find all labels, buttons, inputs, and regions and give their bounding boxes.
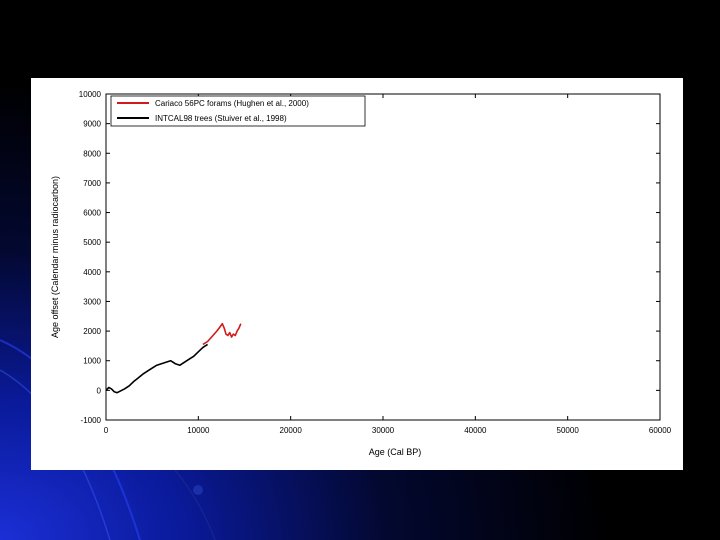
y-tick-label: 8000 bbox=[83, 149, 101, 158]
decor-swoosh-3 bbox=[174, 469, 216, 540]
y-tick-label: 9000 bbox=[83, 120, 101, 129]
chart-panel: 0 10000 20000 30000 40000 50000 60000 -1000 0 10… bbox=[31, 78, 683, 470]
y-tick-label: 3000 bbox=[83, 297, 101, 306]
y-tick-label: 1000 bbox=[83, 357, 101, 366]
legend-box bbox=[110, 95, 366, 127]
series-line-cariaco bbox=[202, 322, 242, 346]
plot-area bbox=[105, 93, 661, 421]
x-tick-label: 10000 bbox=[187, 426, 210, 435]
legend-label-cariaco: Cariaco 56PC forams (Hughen et al., 2000… bbox=[155, 99, 309, 108]
series-group bbox=[105, 322, 242, 394]
y-axis-tick-labels: -1000 0 1000 2000 3000 4000 5000 6000 7000 8000 90… bbox=[79, 90, 102, 425]
x-tick-label: 0 bbox=[104, 426, 109, 435]
x-tick-label: 60000 bbox=[649, 426, 672, 435]
x-tick-label: 20000 bbox=[280, 426, 303, 435]
x-tick-label: 50000 bbox=[557, 426, 580, 435]
y-tick-label: 2000 bbox=[83, 327, 101, 336]
y-tick-label: -1000 bbox=[81, 416, 102, 425]
y-tick-label: 10000 bbox=[79, 90, 102, 99]
x-axis-title: Age (Cal BP) bbox=[369, 447, 422, 457]
chart: 0 10000 20000 30000 40000 50000 60000 -1000010… bbox=[50, 90, 672, 457]
x-tick-label: 30000 bbox=[372, 426, 395, 435]
x-axis-tick-labels: 0 10000 20000 30000 40000 50000 60000 bbox=[104, 426, 672, 435]
y-tick-label: 5000 bbox=[83, 238, 101, 247]
decor-dot bbox=[193, 485, 203, 495]
y-axis-ticks bbox=[106, 93, 660, 421]
y-tick-label: 0 bbox=[97, 386, 102, 395]
y-tick-label: 6000 bbox=[83, 209, 101, 218]
x-tick-label: 40000 bbox=[464, 426, 487, 435]
legend: Cariaco 56PC forams (Hughen et al., 2000… bbox=[110, 95, 366, 127]
y-tick-label: 4000 bbox=[83, 268, 101, 277]
series-line-intcal bbox=[105, 343, 209, 394]
y-axis-title: Age offset (Calendar minus radiocarbon) bbox=[50, 176, 60, 338]
y-tick-label: 7000 bbox=[83, 179, 101, 188]
legend-label-intcal: INTCAL98 trees (Stuiver et al., 1998) bbox=[155, 114, 287, 123]
